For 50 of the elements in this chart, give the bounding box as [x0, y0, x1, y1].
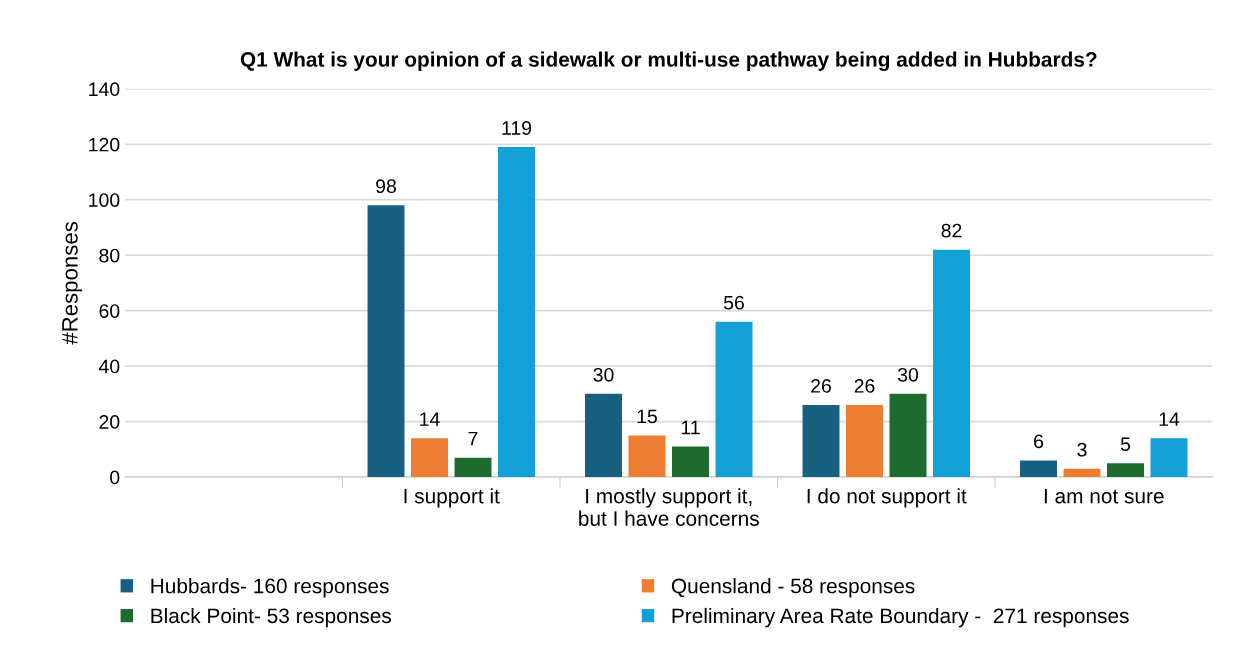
bar — [498, 147, 535, 478]
y-tick-label: 120 — [89, 137, 120, 152]
bar — [933, 249, 970, 478]
data-label: 30 — [897, 367, 919, 382]
bar — [802, 404, 840, 478]
data-label: 26 — [854, 379, 875, 393]
legend-label: Black Point- 53 responses — [151, 607, 391, 628]
data-label: 82 — [941, 223, 962, 238]
bar — [672, 446, 709, 478]
bar — [715, 321, 753, 478]
x-tick-label: I support it — [404, 488, 500, 508]
data-label: 7 — [468, 431, 478, 446]
y-tick-label: 80 — [99, 248, 120, 263]
data-label: 30 — [593, 367, 614, 382]
data-label: 11 — [681, 420, 700, 435]
legend-label: Quensland - 58 responses — [671, 578, 915, 598]
x-tick-label: I am not sure — [1044, 488, 1164, 504]
bar — [846, 404, 883, 478]
data-label: 14 — [1159, 412, 1180, 426]
data-label: 6 — [1034, 434, 1044, 449]
y-tick-label: 0 — [110, 470, 120, 485]
x-tick-label: I do not support it — [807, 488, 967, 508]
bar — [1020, 460, 1057, 478]
bar — [1063, 468, 1101, 478]
bar — [628, 435, 666, 478]
y-tick-label: 100 — [89, 193, 120, 207]
bar — [454, 457, 492, 478]
bar — [1107, 463, 1144, 478]
data-label: 15 — [637, 409, 657, 424]
y-tick-label: 40 — [98, 359, 120, 374]
data-label: 5 — [1120, 437, 1131, 452]
data-label: 56 — [723, 295, 744, 310]
x-tick-label: I mostly support it, but I have concerns — [579, 488, 759, 526]
bar — [367, 205, 405, 478]
data-label: 3 — [1077, 442, 1087, 457]
legend-label: Hubbards- 160 responses — [151, 578, 389, 598]
chart-title: Q1 What is your opinion of a sidewalk or multi-use pathway being added in Hubbards? — [240, 51, 1097, 72]
y-tick-label: 20 — [99, 415, 120, 429]
y-tick-label: 60 — [99, 304, 120, 318]
bar — [411, 438, 448, 478]
data-label: 14 — [420, 412, 440, 426]
data-label: 119 — [502, 121, 532, 135]
y-axis-title: #Responses — [62, 221, 83, 345]
bar — [585, 393, 622, 478]
y-tick-label: 140 — [89, 82, 120, 97]
bar — [1150, 438, 1188, 478]
data-label: 26 — [811, 379, 831, 393]
legend-label: Preliminary Area Rate Boundary - 271 responses — [672, 607, 1129, 628]
data-label: 98 — [376, 179, 396, 194]
bar — [889, 393, 927, 478]
